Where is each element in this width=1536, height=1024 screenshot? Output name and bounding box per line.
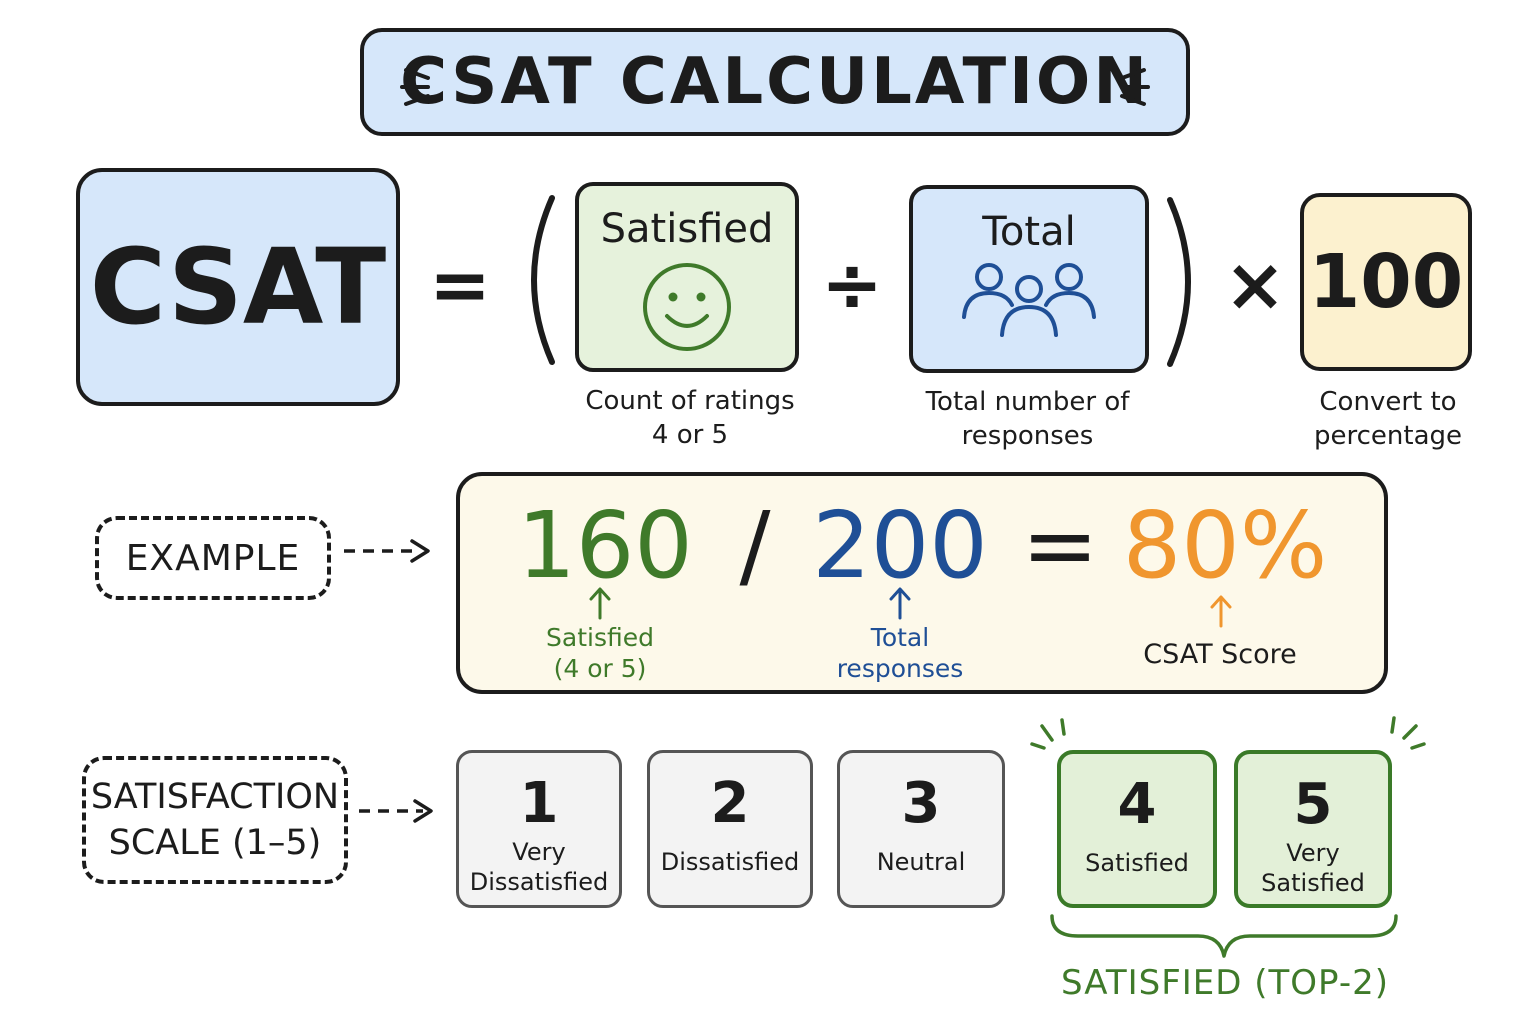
example-tag-label: EXAMPLE <box>125 537 301 579</box>
total-title: Total <box>982 209 1076 255</box>
total-term-box: Total <box>909 185 1149 373</box>
scale-tag-line1: SATISFACTION <box>90 777 340 817</box>
example-total-note-line1: Total <box>870 623 930 652</box>
scale-item-5: 5 Very Satisfied <box>1234 750 1392 908</box>
csat-label: CSAT <box>89 226 387 348</box>
example-result-note: CSAT Score <box>1143 638 1297 670</box>
total-caption-line2: responses <box>961 421 1094 451</box>
people-group-icon <box>962 263 1096 337</box>
total-caption: Total number of responses <box>900 384 1155 454</box>
example-tag: EXAMPLE <box>95 516 331 600</box>
scale-tag-line2: SCALE (1–5) <box>108 823 322 863</box>
title-banner: CSAT CALCULATION <box>360 28 1190 136</box>
scale-item-2: 2 Dissatisfied <box>647 750 813 908</box>
example-total-value: 200 <box>812 491 988 599</box>
scale-item-1: 1 Very Dissatisfied <box>456 750 622 908</box>
example-box <box>456 472 1388 694</box>
multiplier-box: 100 <box>1300 193 1472 371</box>
multiplier-caption: Convert to percentage <box>1300 384 1476 454</box>
scale-label-line1: Very <box>1286 839 1340 867</box>
satisfied-caption-line2: 4 or 5 <box>651 420 729 450</box>
top2-satisfied-label: SATISFIED (TOP-2) <box>1061 963 1389 1003</box>
multiplier-value: 100 <box>1308 239 1464 325</box>
example-satisfied-note: Satisfied (4 or 5) <box>520 620 680 686</box>
scale-label-line2: Dissatisfied <box>469 868 609 896</box>
emphasis-lines-right-icon <box>1390 716 1426 750</box>
scale-label-line1: Neutral <box>876 848 966 876</box>
dashed-arrow-icon <box>359 799 433 823</box>
scale-label-line1: Very <box>512 838 566 866</box>
example-total-note-line2: responses <box>836 654 964 683</box>
csat-term-box: CSAT <box>76 168 400 406</box>
open-parenthesis <box>531 195 555 365</box>
scale-number: 2 <box>710 771 750 836</box>
multiplier-caption-line1: Convert to <box>1319 387 1457 417</box>
example-satisfied-value: 160 <box>517 491 693 599</box>
total-caption-line1: Total number of <box>925 387 1130 417</box>
scale-item-4: 4 Satisfied <box>1057 750 1217 908</box>
arrow-up-icon <box>1210 595 1232 628</box>
scale-number: 3 <box>901 771 941 836</box>
smiley-face-icon <box>643 263 731 351</box>
scale-number: 1 <box>519 771 559 836</box>
example-slash: / <box>739 491 771 599</box>
multiply-sign: × <box>1223 242 1286 328</box>
arrow-up-icon <box>589 587 611 620</box>
scale-tag: SATISFACTION SCALE (1–5) <box>82 756 348 884</box>
close-parenthesis <box>1167 197 1191 367</box>
scale-label-line1: Dissatisfied <box>660 848 800 876</box>
scale-label-line2: Satisfied <box>1261 869 1365 897</box>
scale-number: 4 <box>1117 772 1157 837</box>
satisfied-caption-line1: Count of ratings <box>585 386 795 416</box>
satisfied-caption: Count of ratings 4 or 5 <box>560 383 820 453</box>
curly-brace-icon <box>1050 914 1398 958</box>
example-satisfied-note-line2: (4 or 5) <box>553 654 647 683</box>
satisfied-title: Satisfied <box>600 206 774 252</box>
page-title: CSAT CALCULATION <box>400 45 1150 119</box>
divide-sign: ÷ <box>820 242 883 328</box>
sparkle-lines-right-icon <box>1120 68 1150 106</box>
multiplier-caption-line2: percentage <box>1313 421 1462 451</box>
scale-number: 5 <box>1293 772 1333 837</box>
example-satisfied-note-line1: Satisfied <box>546 623 654 652</box>
emphasis-lines-left-icon <box>1030 718 1066 750</box>
example-result: 80% <box>1122 491 1328 599</box>
equals-sign: = <box>428 242 491 328</box>
satisfied-term-box: Satisfied <box>575 182 799 372</box>
scale-item-3: 3 Neutral <box>837 750 1005 908</box>
example-total-note: Total responses <box>820 620 980 686</box>
arrow-up-icon <box>889 587 911 620</box>
scale-label-line1: Satisfied <box>1085 849 1189 877</box>
example-equals: = <box>1021 491 1099 599</box>
dashed-arrow-icon <box>344 539 430 563</box>
sparkle-lines-left-icon <box>400 68 430 106</box>
